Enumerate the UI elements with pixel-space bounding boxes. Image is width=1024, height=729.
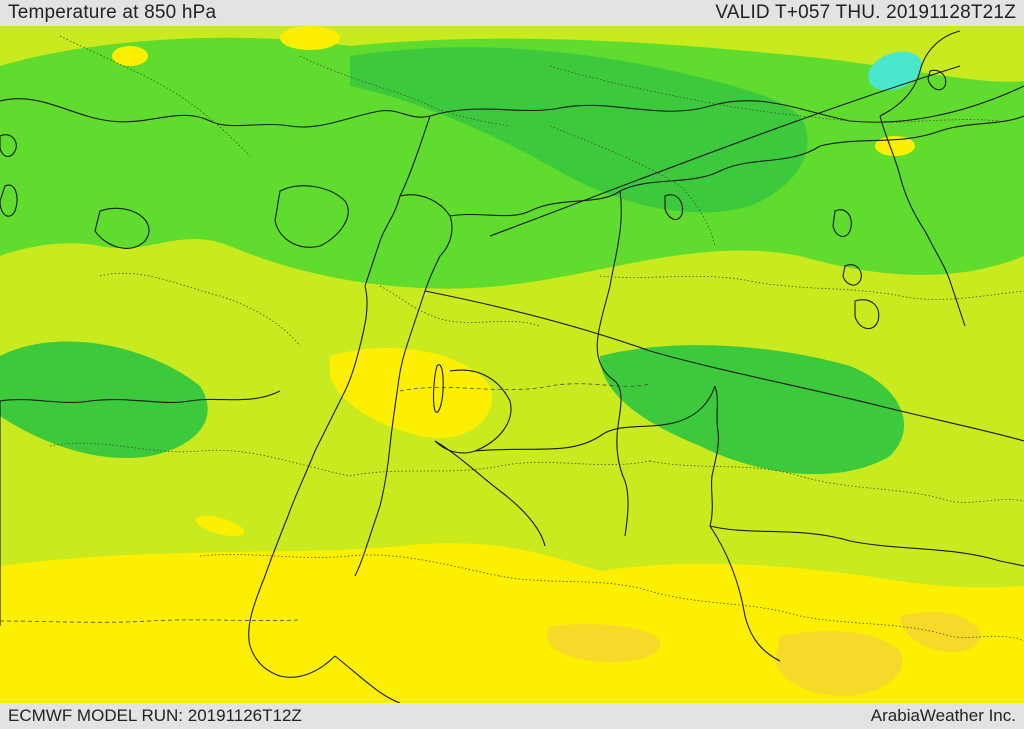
attribution-label: ArabiaWeather Inc. <box>871 706 1024 726</box>
header-bar: Temperature at 850 hPa VALID T+057 THU. … <box>0 0 1024 26</box>
misc-patch <box>280 26 340 50</box>
weather-map-app: Temperature at 850 hPa VALID T+057 THU. … <box>0 0 1024 729</box>
model-run-label: ECMWF MODEL RUN: 20191126T12Z <box>0 706 302 726</box>
map-canvas[interactable] <box>0 26 1024 703</box>
footer-bar: ECMWF MODEL RUN: 20191126T12Z ArabiaWeat… <box>0 703 1024 729</box>
valid-time-label: VALID T+057 THU. 20191128T21Z <box>715 2 1024 24</box>
map-title: Temperature at 850 hPa <box>0 2 216 24</box>
misc-patch <box>875 136 915 156</box>
